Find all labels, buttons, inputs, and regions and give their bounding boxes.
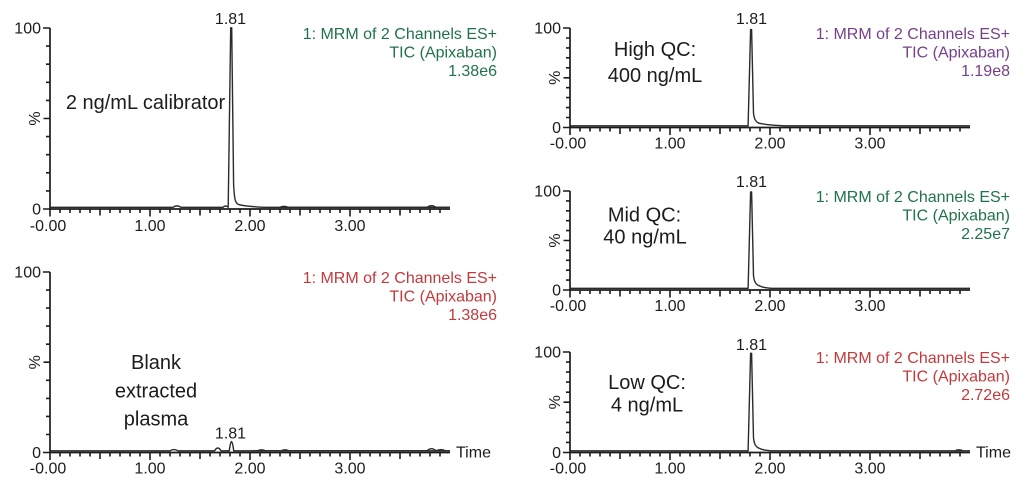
svg-text:0: 0 [32,202,41,219]
svg-text:Low QC:: Low QC: [608,372,686,394]
svg-text:2.00: 2.00 [754,461,785,478]
svg-text:1: MRM of 2 Channels ES+: 1: MRM of 2 Channels ES+ [303,26,497,43]
svg-text:3.00: 3.00 [334,461,365,478]
svg-text:1: MRM of 2 Channels ES+: 1: MRM of 2 Channels ES+ [816,189,1010,206]
svg-text:1.00: 1.00 [654,136,685,153]
svg-text:%: % [547,395,564,409]
svg-text:-0.00: -0.00 [30,461,67,478]
svg-text:1: MRM of 2 Channels ES+: 1: MRM of 2 Channels ES+ [816,350,1010,367]
svg-text:2.00: 2.00 [234,218,265,235]
svg-text:2.00: 2.00 [754,298,785,315]
svg-text:High QC:: High QC: [614,39,696,61]
svg-text:2.00: 2.00 [754,136,785,153]
svg-text:extracted: extracted [115,381,197,403]
svg-text:40 ng/mL: 40 ng/mL [603,227,686,249]
svg-text:1: MRM of 2 Channels ES+: 1: MRM of 2 Channels ES+ [816,26,1010,43]
svg-text:3.00: 3.00 [854,136,885,153]
svg-text:100: 100 [534,184,561,201]
svg-text:1.81: 1.81 [736,174,767,191]
svg-text:%: % [547,71,564,85]
svg-text:1.00: 1.00 [134,461,165,478]
svg-text:0: 0 [552,283,561,300]
svg-text:3.00: 3.00 [334,218,365,235]
svg-text:TIC (Apixaban): TIC (Apixaban) [902,45,1010,62]
svg-text:%: % [27,355,44,369]
svg-text:%: % [27,111,44,125]
svg-text:2.72e6: 2.72e6 [961,387,1010,404]
svg-text:1.00: 1.00 [134,218,165,235]
svg-text:2.25e7: 2.25e7 [961,226,1010,243]
svg-text:-0.00: -0.00 [550,461,587,478]
svg-text:TIC (Apixaban): TIC (Apixaban) [389,45,497,62]
svg-text:Time: Time [976,444,1011,461]
svg-text:1: MRM of 2 Channels ES+: 1: MRM of 2 Channels ES+ [303,270,497,287]
svg-text:1.81: 1.81 [215,11,246,28]
svg-text:TIC (Apixaban): TIC (Apixaban) [902,208,1010,225]
svg-text:1.81: 1.81 [736,11,767,28]
svg-text:0: 0 [552,445,561,462]
svg-text:1.00: 1.00 [654,461,685,478]
svg-text:4 ng/mL: 4 ng/mL [611,395,683,417]
svg-text:1.00: 1.00 [654,298,685,315]
svg-text:2 ng/mL calibrator: 2 ng/mL calibrator [66,92,226,114]
svg-text:0: 0 [32,445,41,462]
svg-text:1.81: 1.81 [215,426,246,443]
svg-text:1.19e8: 1.19e8 [961,63,1010,80]
svg-text:100: 100 [14,21,41,38]
svg-text:100: 100 [534,21,561,38]
svg-text:1.38e6: 1.38e6 [448,63,497,80]
svg-text:Mid QC:: Mid QC: [608,205,681,227]
svg-text:3.00: 3.00 [854,298,885,315]
svg-text:400 ng/mL: 400 ng/mL [608,65,703,87]
svg-text:TIC (Apixaban): TIC (Apixaban) [902,369,1010,386]
svg-text:2.00: 2.00 [234,461,265,478]
svg-text:100: 100 [534,345,561,362]
svg-text:1.81: 1.81 [736,337,767,354]
svg-text:Time: Time [456,444,491,461]
svg-text:3.00: 3.00 [854,461,885,478]
svg-text:100: 100 [14,265,41,282]
svg-text:-0.00: -0.00 [550,298,587,315]
svg-text:%: % [547,233,564,247]
svg-text:1.38e6: 1.38e6 [448,307,497,324]
svg-text:-0.00: -0.00 [550,136,587,153]
svg-text:0: 0 [552,120,561,137]
svg-text:plasma: plasma [124,409,189,431]
svg-text:-0.00: -0.00 [30,218,67,235]
svg-text:Blank: Blank [131,352,182,374]
svg-text:TIC (Apixaban): TIC (Apixaban) [389,289,497,306]
